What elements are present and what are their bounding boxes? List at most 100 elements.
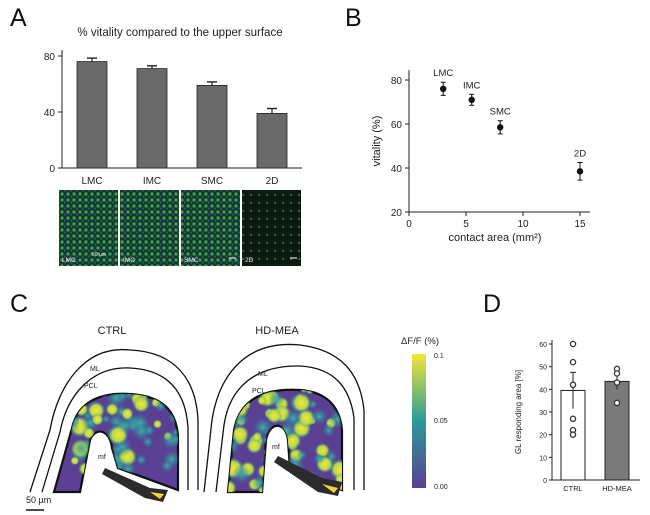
panel-d-point-ctrl-1: [569, 358, 577, 366]
panel-letter-b: B: [345, 4, 362, 32]
slice-ctrl-activity-spot-66: [91, 413, 104, 426]
slice-hdmea-activity-spot-94: [251, 474, 269, 492]
panel-b-xtick-label-3: 15: [574, 219, 586, 230]
slice-ctrl-activity-spot-27: [135, 454, 147, 466]
micrograph-scale-lmc: 50 µm: [92, 252, 106, 258]
panel-a-bar-2d: [256, 113, 288, 169]
scale-bar-label: 50 µm: [26, 495, 51, 505]
panel-c-title-ctrl: CTRL: [98, 325, 127, 337]
panel-a-ytick-label-2: 80: [44, 52, 56, 63]
slice-ctrl-activity-spot-59: [105, 402, 119, 417]
slice-hdmea-activity-spot-50: [327, 408, 342, 430]
panel-b-point-2d: [576, 168, 584, 175]
panel-a-title: % vitality compared to the upper surface: [77, 27, 282, 39]
slice-hdmea-activity-spot-82: [300, 389, 312, 394]
slice-hdmea-activity-spot-77: [310, 407, 328, 426]
micrograph-row: LMC 50 µm IMC SMC 2D: [59, 190, 301, 266]
slice-hdmea-activity-spot-44: [234, 389, 253, 399]
panel-c-title-hdmea: HD-MEA: [255, 325, 299, 337]
slice-hdmea-activity-spot-47: [246, 437, 263, 454]
slice-ctrl-mf: mf: [98, 454, 106, 461]
slice-ctrl-activity-spot-22: [92, 462, 101, 471]
micrograph-lmc: [59, 190, 118, 266]
panel-b-point-label-imc: IMC: [463, 80, 481, 91]
panel-d-ytick-label-2: 20: [539, 433, 547, 440]
panel-b-point-smc: [497, 124, 504, 131]
panel-b-point-label-lmc: LMC: [433, 68, 453, 79]
panel-d-ytick-label-5: 50: [539, 365, 547, 372]
colorbar-title: ΔF/F (%): [401, 336, 439, 347]
panel-b-ytick-label-1: 40: [391, 164, 403, 175]
slice-hdmea-activity-spot-79: [232, 464, 252, 484]
slice-ctrl-activity-spot-58: [107, 424, 129, 446]
slice-hdmea-outer-ml: [203, 343, 365, 493]
panel-letter-c: C: [10, 290, 29, 318]
slice-ctrl-electrode-tip: [150, 492, 164, 499]
slice-ctrl-activity-spot-63: [160, 459, 174, 473]
slice-ctrl-activity-spot-37: [70, 456, 80, 466]
slice-hdmea: ML PCL mf: [203, 343, 365, 496]
panel-a-xtick-label-lmc: LMC: [81, 176, 102, 187]
panel-a-bar-lmc: [76, 61, 108, 169]
panel-d-xtick-label-hd-mea: HD-MEA: [602, 484, 632, 493]
slice-hdmea-activity-spot-35: [329, 458, 342, 480]
slice-ctrl-activity-spot-62: [143, 424, 156, 436]
slice-hdmea-pcl: PCL: [252, 388, 266, 395]
panel-a-bar-smc: [196, 85, 228, 169]
slice-hdmea-outer-pcl: [215, 365, 355, 493]
micrograph-imc: [120, 190, 179, 266]
panel-d-point-hd-mea-1: [613, 370, 621, 377]
slice-hdmea-activity-spot-4: [273, 469, 288, 484]
panel-d-ytick-label-6: 60: [539, 342, 547, 349]
slice-ctrl-pcl: PCL: [84, 383, 98, 390]
slice-hdmea-activity-spot-22: [232, 397, 243, 408]
panel-a-bar-imc: [136, 68, 168, 169]
panel-d-point-ctrl-5: [569, 431, 577, 438]
panel-b-point-imc: [468, 96, 475, 104]
panel-d-chart: GL responding area [%] 0 10 20 30 40 50 60 CTR…: [514, 340, 640, 493]
slice-ctrl-activity-spot-69: [169, 433, 178, 446]
slice-ctrl-outer-pcl: [41, 367, 189, 493]
panel-b-point-lmc: [440, 85, 447, 93]
slice-hdmea-activity-spot-74: [264, 468, 284, 487]
slice-hdmea-ml: ML: [258, 371, 268, 378]
panel-a-xtick-label-imc: IMC: [143, 176, 161, 187]
micrograph-label-imc: IMC: [123, 257, 135, 264]
slice-ctrl: ML PCL mf: [29, 349, 199, 502]
panel-b-ytick-label-0: 20: [391, 208, 403, 219]
colorbar: [412, 354, 426, 488]
panel-b-ytick-label-2: 60: [391, 120, 403, 131]
panel-letter-d: D: [483, 290, 502, 318]
slice-hdmea-activity-spot-21: [284, 479, 294, 489]
slice-ctrl-activity-spot-38: [83, 411, 92, 420]
slice-hdmea-mf: mf: [272, 444, 280, 451]
panel-a-chart: % vitality compared to the upper surface…: [44, 27, 302, 187]
panel-d-point-ctrl-2: [569, 381, 577, 389]
panel-a-xtick-label-2d: 2D: [266, 176, 279, 187]
slice-hdmea-activity-spot-41: [228, 479, 237, 492]
slice-ctrl-electrode: [102, 468, 168, 502]
slice-ctrl-activity-spot-49: [132, 395, 150, 413]
slice-hdmea-activity-spot-90: [268, 391, 285, 408]
micrograph-label-smc: SMC: [184, 257, 199, 264]
panel-d-ytick-label-0: 0: [543, 478, 547, 485]
slice-hdmea-activity-spot-85: [257, 395, 267, 406]
panel-b-ytick-label-3: 80: [391, 76, 403, 87]
slice-ctrl-ml: ML: [90, 366, 100, 373]
slice-hdmea-activity-spot-91: [272, 476, 283, 488]
panel-d-ylabel: GL responding area [%]: [514, 370, 523, 454]
colorbar-tick-low: 0.00: [434, 484, 448, 491]
panel-b-point-label-smc: SMC: [490, 107, 511, 118]
panel-d-ytick-label-3: 30: [539, 410, 547, 417]
panel-d-xtick-label-ctrl: CTRL: [563, 484, 583, 493]
colorbar-tick-mid: 0.05: [434, 418, 448, 425]
slice-ctrl-activity-spot-64: [152, 419, 163, 429]
slice-hdmea-activity-spot-70: [252, 432, 262, 442]
slice-hdmea-activity-spot-83: [234, 412, 249, 427]
panel-b-xlabel: contact area (mm²): [449, 232, 542, 244]
panel-d-point-ctrl-3: [569, 415, 577, 423]
slice-hdmea-activity-spot-56: [331, 389, 342, 395]
slice-hdmea-activity-spot-81: [308, 399, 318, 410]
slice-ctrl-outer-ml: [29, 349, 199, 493]
